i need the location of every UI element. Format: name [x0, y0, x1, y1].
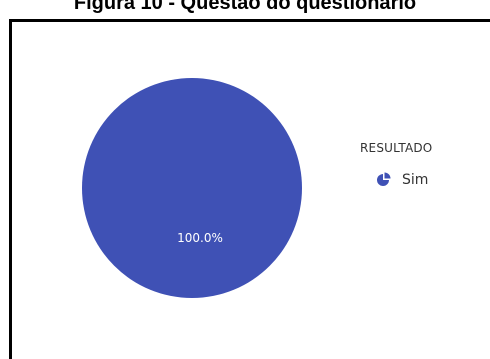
- figure-title: Figura 10 - Questão do questionário: [73, 0, 417, 14]
- chart-legend: RESULTADO Sim: [360, 141, 432, 188]
- chart-frame: [9, 19, 490, 359]
- pie-chart: 100.0%: [82, 78, 302, 298]
- pie-slice-sim: [82, 78, 302, 298]
- legend-items: Sim: [360, 172, 432, 188]
- legend-item-sim: Sim: [376, 172, 432, 188]
- pie-labels: 100.0%: [177, 231, 223, 245]
- legend-title: RESULTADO: [360, 141, 433, 155]
- pie-chart-icon: [377, 172, 391, 186]
- pie-slices: [82, 78, 302, 298]
- pie-slice-label: 100.0%: [177, 231, 223, 245]
- legend-label: Sim: [402, 172, 429, 188]
